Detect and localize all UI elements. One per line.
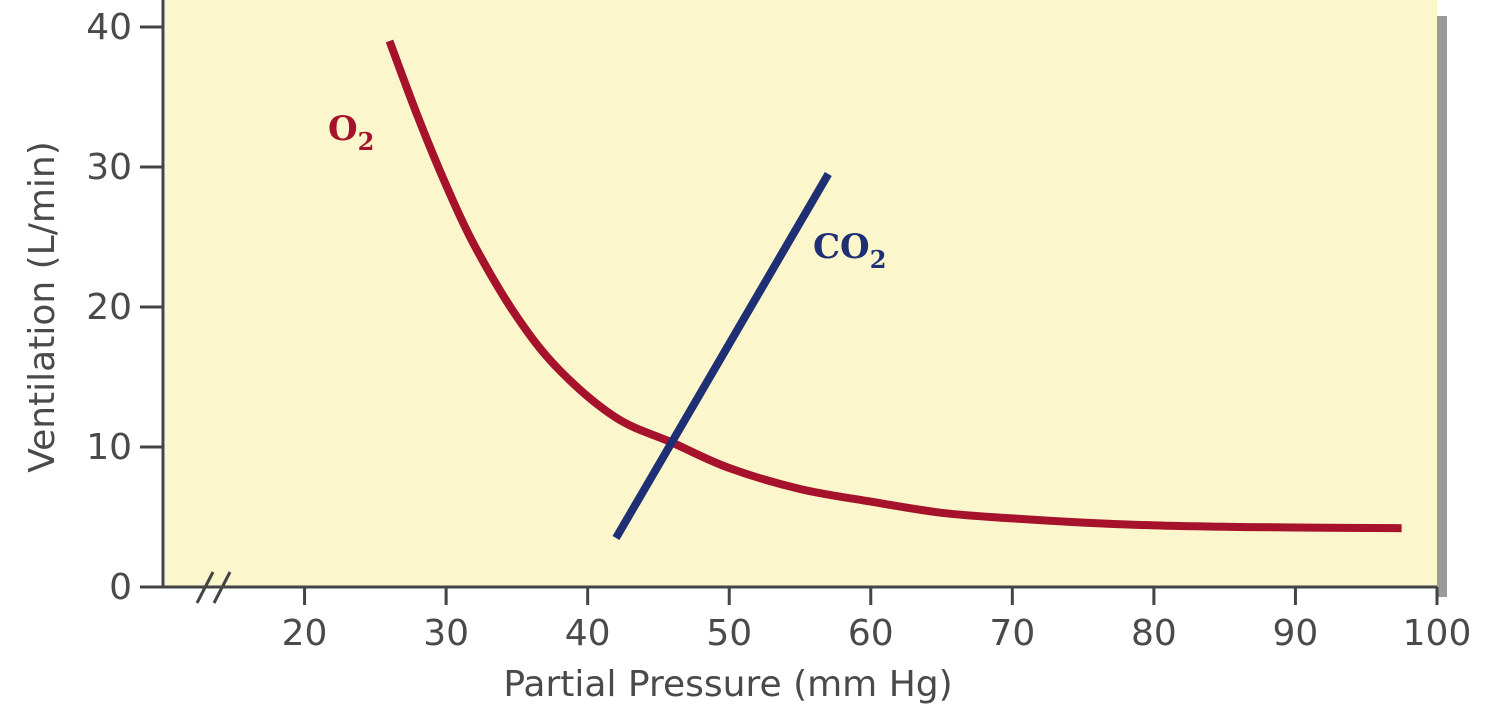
o2-series-label: O2: [328, 109, 374, 156]
x-axis-ticks: 20 30 40 50 60 70 80 90 100: [282, 587, 1472, 654]
x-tick-label: 90: [1273, 613, 1319, 654]
x-tick-label: 40: [565, 613, 611, 654]
x-axis-title: Partial Pressure (mm Hg): [503, 664, 952, 705]
co2-series-label: CO2: [813, 227, 886, 274]
y-axis-title: Ventilation (L/min): [22, 141, 63, 473]
o2-series-line: [385, 39, 1402, 533]
x-tick-label: 100: [1403, 613, 1472, 654]
x-tick-label: 70: [989, 613, 1035, 654]
series-lines: [385, 39, 1402, 541]
x-tick-label: 30: [423, 613, 469, 654]
y-axis-ticks: 0 10 20 30 40: [86, 7, 163, 608]
y-tick-label: 0: [109, 567, 132, 608]
x-tick-label: 60: [848, 613, 894, 654]
y-tick-label: 20: [86, 287, 132, 328]
plot-shadow: [1437, 16, 1447, 597]
x-tick-label: 20: [282, 613, 328, 654]
co2-series-line: [612, 171, 832, 541]
x-tick-label: 50: [706, 613, 752, 654]
y-tick-label: 30: [86, 147, 132, 188]
y-tick-label: 10: [86, 427, 132, 468]
y-tick-label: 40: [86, 7, 132, 48]
x-axis-break: [195, 571, 232, 604]
plot-area: [165, 0, 1437, 587]
x-tick-label: 80: [1131, 613, 1177, 654]
